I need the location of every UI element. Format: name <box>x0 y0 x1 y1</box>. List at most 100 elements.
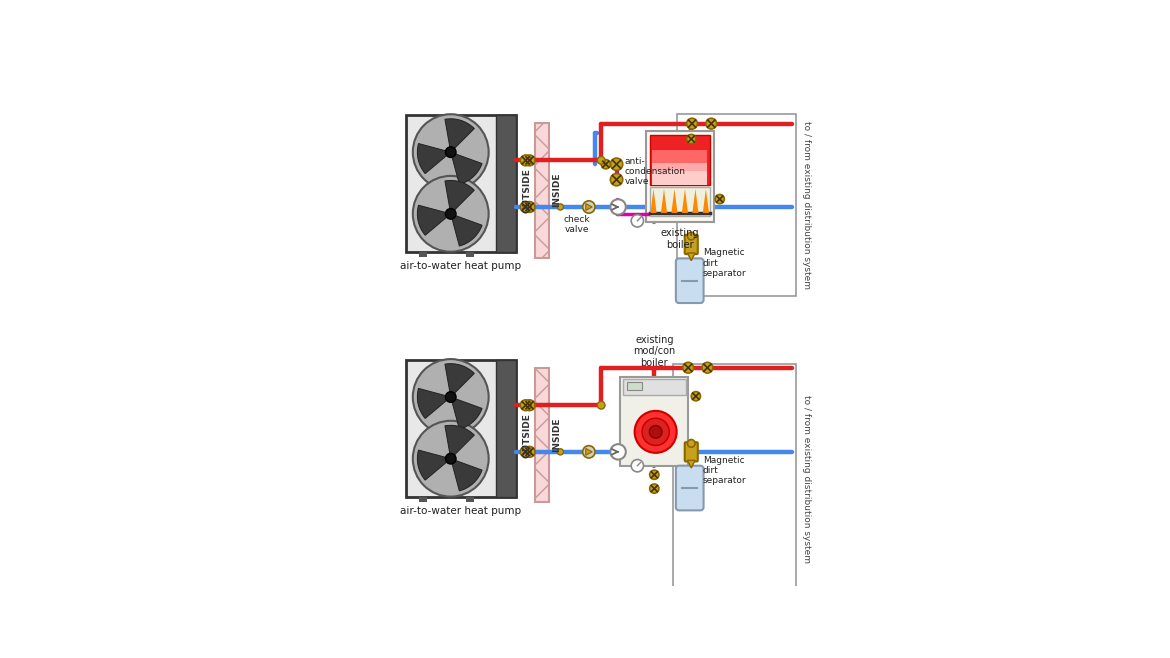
Text: check
valve: check valve <box>563 215 590 234</box>
Circle shape <box>521 446 531 457</box>
Circle shape <box>715 195 724 204</box>
Circle shape <box>521 201 531 213</box>
Circle shape <box>524 446 535 457</box>
Bar <box>649 187 710 216</box>
Circle shape <box>611 158 622 170</box>
Text: OUTSIDE: OUTSIDE <box>523 413 532 457</box>
Circle shape <box>524 400 535 411</box>
Circle shape <box>702 363 713 373</box>
Wedge shape <box>418 205 450 236</box>
Circle shape <box>583 445 596 458</box>
Circle shape <box>706 118 717 129</box>
Circle shape <box>642 418 669 445</box>
Circle shape <box>446 209 456 219</box>
Polygon shape <box>661 189 667 213</box>
Circle shape <box>649 470 659 480</box>
Circle shape <box>631 459 644 472</box>
Text: Magnetic
dirt
separator: Magnetic dirt separator <box>703 248 746 278</box>
Circle shape <box>631 215 644 227</box>
Polygon shape <box>586 449 592 455</box>
Text: INSIDE: INSIDE <box>552 173 560 207</box>
Bar <box>466 252 474 257</box>
Circle shape <box>611 444 626 459</box>
Circle shape <box>683 363 694 373</box>
Bar <box>652 163 708 185</box>
Circle shape <box>446 453 456 464</box>
Text: to / from existing distribution system: to / from existing distribution system <box>803 395 811 563</box>
Bar <box>620 377 688 465</box>
Wedge shape <box>445 119 474 152</box>
Bar <box>652 150 708 185</box>
Polygon shape <box>688 253 695 261</box>
Bar <box>419 497 427 501</box>
Polygon shape <box>703 189 709 213</box>
Polygon shape <box>682 189 688 213</box>
FancyBboxPatch shape <box>684 442 697 461</box>
Polygon shape <box>693 189 698 213</box>
Circle shape <box>601 160 611 169</box>
Wedge shape <box>445 180 474 214</box>
Text: OUTSIDE: OUTSIDE <box>523 168 532 213</box>
Bar <box>406 360 516 497</box>
Polygon shape <box>672 189 677 213</box>
Circle shape <box>446 392 456 402</box>
Circle shape <box>524 155 535 166</box>
Wedge shape <box>450 214 482 246</box>
FancyBboxPatch shape <box>676 466 703 511</box>
Bar <box>646 132 714 222</box>
Circle shape <box>583 201 596 213</box>
Bar <box>535 368 549 503</box>
Text: existing
mod/con
boiler: existing mod/con boiler <box>633 334 675 368</box>
Circle shape <box>634 411 676 453</box>
Text: INSIDE: INSIDE <box>552 418 560 452</box>
Circle shape <box>688 440 695 447</box>
Circle shape <box>413 176 489 252</box>
Circle shape <box>688 232 695 240</box>
Wedge shape <box>418 143 450 174</box>
Circle shape <box>524 201 535 213</box>
Circle shape <box>691 392 701 401</box>
Wedge shape <box>450 397 482 429</box>
Circle shape <box>521 400 531 411</box>
Bar <box>496 115 516 252</box>
Circle shape <box>413 420 489 497</box>
Bar <box>466 497 474 501</box>
Polygon shape <box>688 461 695 468</box>
Text: existing
boiler: existing boiler <box>660 228 698 250</box>
Circle shape <box>598 157 605 164</box>
Wedge shape <box>445 425 474 459</box>
Wedge shape <box>418 450 450 480</box>
Bar <box>673 364 796 594</box>
Circle shape <box>557 204 564 210</box>
Circle shape <box>413 359 489 435</box>
Polygon shape <box>651 189 656 213</box>
Wedge shape <box>450 152 482 184</box>
Circle shape <box>598 401 605 409</box>
Wedge shape <box>445 364 474 397</box>
Circle shape <box>687 134 696 143</box>
Circle shape <box>611 174 622 186</box>
Polygon shape <box>586 203 592 211</box>
Text: anti-
condensation
valve: anti- condensation valve <box>625 157 686 186</box>
Circle shape <box>446 147 456 157</box>
FancyBboxPatch shape <box>684 235 697 254</box>
Bar <box>406 115 516 252</box>
Bar <box>627 382 642 390</box>
Circle shape <box>649 426 662 438</box>
Wedge shape <box>418 388 450 418</box>
Bar <box>649 135 710 185</box>
Circle shape <box>557 449 564 455</box>
Circle shape <box>687 118 697 129</box>
Bar <box>419 252 427 257</box>
Circle shape <box>649 484 659 494</box>
Text: Magnetic
dirt
separator: Magnetic dirt separator <box>703 456 746 486</box>
Circle shape <box>413 114 489 190</box>
Circle shape <box>611 199 626 215</box>
FancyBboxPatch shape <box>676 259 703 303</box>
Text: to / from existing distribution system: to / from existing distribution system <box>803 121 811 290</box>
Bar <box>535 123 549 257</box>
Bar <box>496 360 516 497</box>
Bar <box>676 114 796 296</box>
Wedge shape <box>450 459 482 491</box>
Bar <box>622 379 686 395</box>
